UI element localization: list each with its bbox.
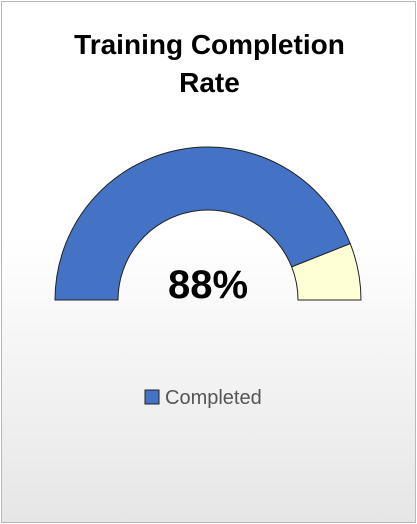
legend-swatch xyxy=(144,389,160,405)
chart-title: Training Completion Rate xyxy=(74,29,345,98)
gauge-segment xyxy=(54,146,351,301)
center-label: 88% xyxy=(168,263,248,307)
legend-label: Completed xyxy=(165,387,262,409)
gauge-segment xyxy=(291,243,362,301)
